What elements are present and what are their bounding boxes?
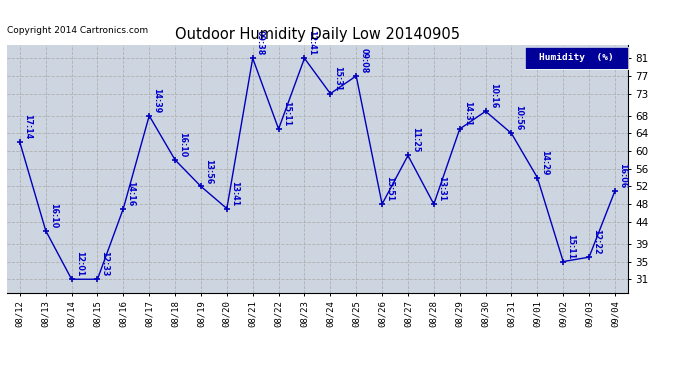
Text: 14:39: 14:39 [152, 88, 161, 113]
Text: 12:41: 12:41 [308, 30, 317, 56]
Text: 10:16: 10:16 [489, 83, 497, 109]
Text: 15:11: 15:11 [566, 234, 575, 259]
Text: 09:08: 09:08 [359, 48, 368, 73]
Text: 11:25: 11:25 [411, 128, 420, 153]
Text: 12:33: 12:33 [101, 251, 110, 277]
Text: 14:29: 14:29 [540, 150, 549, 175]
Text: 12:01: 12:01 [75, 251, 83, 277]
Text: 15:31: 15:31 [333, 66, 342, 91]
Text: 10:56: 10:56 [515, 105, 524, 131]
Text: 15:51: 15:51 [385, 176, 394, 201]
Text: 09:38: 09:38 [256, 30, 265, 56]
Text: 14:16: 14:16 [126, 181, 135, 206]
Text: 14:31: 14:31 [463, 101, 472, 126]
Title: Outdoor Humidity Daily Low 20140905: Outdoor Humidity Daily Low 20140905 [175, 27, 460, 42]
Text: 12:22: 12:22 [592, 229, 601, 255]
Text: 13:41: 13:41 [230, 181, 239, 206]
Text: Copyright 2014 Cartronics.com: Copyright 2014 Cartronics.com [7, 26, 148, 35]
Text: 15:11: 15:11 [282, 101, 290, 126]
Text: 13:56: 13:56 [204, 159, 213, 184]
Text: 16:10: 16:10 [178, 132, 187, 157]
Text: 17:14: 17:14 [23, 114, 32, 140]
Text: 16:10: 16:10 [49, 203, 58, 228]
Text: 16:06: 16:06 [618, 163, 627, 188]
Text: 13:31: 13:31 [437, 176, 446, 201]
